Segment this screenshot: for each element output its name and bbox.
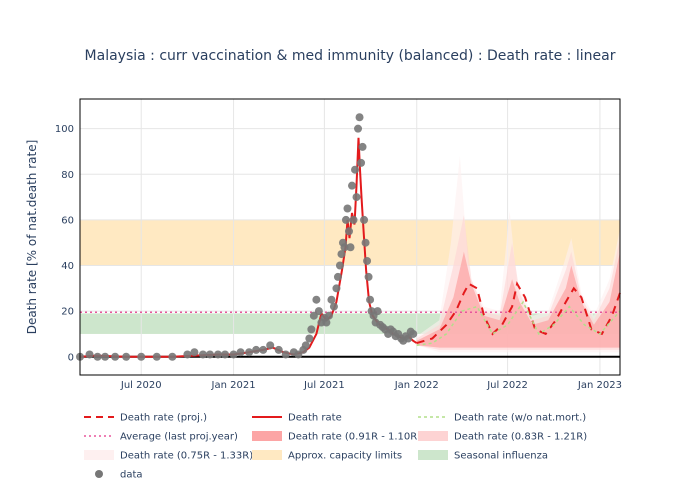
data-point (259, 346, 267, 354)
data-point (351, 166, 359, 174)
legend-label: Death rate (0.83R - 1.21R) (454, 432, 587, 443)
data-point (266, 341, 274, 349)
data-point (275, 346, 283, 354)
data-point (374, 307, 382, 315)
legend-label: Seasonal influenza (454, 451, 548, 462)
data-point (336, 262, 344, 270)
data-point (363, 257, 371, 265)
data-point (332, 284, 340, 292)
legend-band2-icon (418, 431, 448, 441)
legend-capacity-icon (252, 450, 282, 460)
legend-label: Death rate (0.91R - 1.10R) (288, 432, 421, 443)
data-point (356, 113, 364, 121)
y-tick-label: 0 (68, 352, 74, 363)
legend-item-b2: Death rate (0.83R - 1.21R) (418, 431, 587, 443)
data-point (307, 325, 315, 333)
legend-item-proj: Death rate (proj.) (84, 413, 207, 424)
x-tick-label: Jan 2022 (394, 380, 439, 391)
data-point (122, 353, 130, 361)
data-point (94, 353, 102, 361)
legend-item-death: Death rate (252, 413, 342, 424)
data-point (214, 350, 222, 358)
legend-item-avg: Average (last proj.year) (84, 432, 238, 443)
data-point (168, 353, 176, 361)
data-point (327, 296, 335, 304)
data-point (322, 319, 330, 327)
legend-influenza-icon (418, 450, 448, 460)
data-point (359, 143, 367, 151)
data-point (334, 273, 342, 281)
data-point (360, 216, 368, 224)
chart-title: Malaysia : curr vaccination & med immuni… (85, 48, 616, 64)
data-point (347, 243, 355, 251)
data-point (315, 307, 323, 315)
legend-item-cap: Approx. capacity limits (252, 450, 402, 462)
data-point (365, 273, 373, 281)
data-point (353, 193, 361, 201)
data-point (245, 348, 253, 356)
legend-label: Death rate (0.75R - 1.33R) (120, 451, 253, 462)
data-point (111, 353, 119, 361)
data-point (337, 250, 345, 258)
data-point (206, 350, 214, 358)
x-tick-label: Jul 2022 (486, 380, 528, 391)
y-tick-label: 60 (61, 215, 74, 226)
data-point (348, 182, 356, 190)
legend-label: Average (last proj.year) (120, 432, 238, 443)
data-point (350, 216, 358, 224)
data-point (362, 239, 370, 247)
x-tick-label: Jul 2021 (303, 380, 345, 391)
legend-data-icon (95, 470, 103, 478)
data-point (312, 296, 320, 304)
data-point (137, 353, 145, 361)
x-tick-label: Jul 2020 (120, 380, 162, 391)
y-axis-label: Death rate [% of nat.death rate] (25, 140, 39, 335)
data-point (101, 353, 109, 361)
data-point (282, 350, 290, 358)
legend: Death rate (proj.) Death rate Death rate (… (84, 413, 587, 481)
legend-band3-icon (84, 450, 114, 460)
data-point (330, 303, 338, 311)
data-point (230, 350, 238, 358)
y-tick-label: 20 (61, 307, 74, 318)
data-point (302, 341, 310, 349)
data-point (153, 353, 161, 361)
x-tick-label: Jan 2023 (577, 380, 622, 391)
data-point (409, 330, 417, 338)
legend-item-flu: Seasonal influenza (418, 450, 548, 462)
y-tick-label: 100 (55, 124, 74, 135)
data-point (345, 227, 353, 235)
legend-label: Death rate (proj.) (120, 413, 207, 424)
data-point (357, 159, 365, 167)
data-point (252, 346, 260, 354)
data-point (190, 348, 198, 356)
legend-item-b3: Death rate (0.75R - 1.33R) (84, 450, 253, 462)
data-point (86, 350, 94, 358)
x-tick-label: Jan 2021 (211, 380, 256, 391)
data-point (325, 312, 333, 320)
data-point (221, 350, 229, 358)
data-point (366, 296, 374, 304)
legend-label: Approx. capacity limits (288, 451, 402, 462)
y-tick-label: 40 (61, 261, 74, 272)
data-point (199, 350, 207, 358)
data-point (305, 335, 313, 343)
legend-label: Death rate (288, 413, 342, 424)
legend-label: data (120, 470, 143, 481)
legend-item-b1: Death rate (0.91R - 1.10R) (252, 431, 421, 443)
data-point (354, 125, 362, 133)
legend-band1-icon (252, 431, 282, 441)
legend-label: Death rate (w/o nat.mort.) (454, 413, 586, 424)
data-point (343, 204, 351, 212)
legend-item-wo: Death rate (w/o nat.mort.) (418, 413, 586, 424)
data-point (237, 348, 245, 356)
data-point (183, 350, 191, 358)
y-tick-label: 80 (61, 170, 74, 181)
data-point (342, 216, 350, 224)
legend-item-data: data (95, 470, 143, 481)
